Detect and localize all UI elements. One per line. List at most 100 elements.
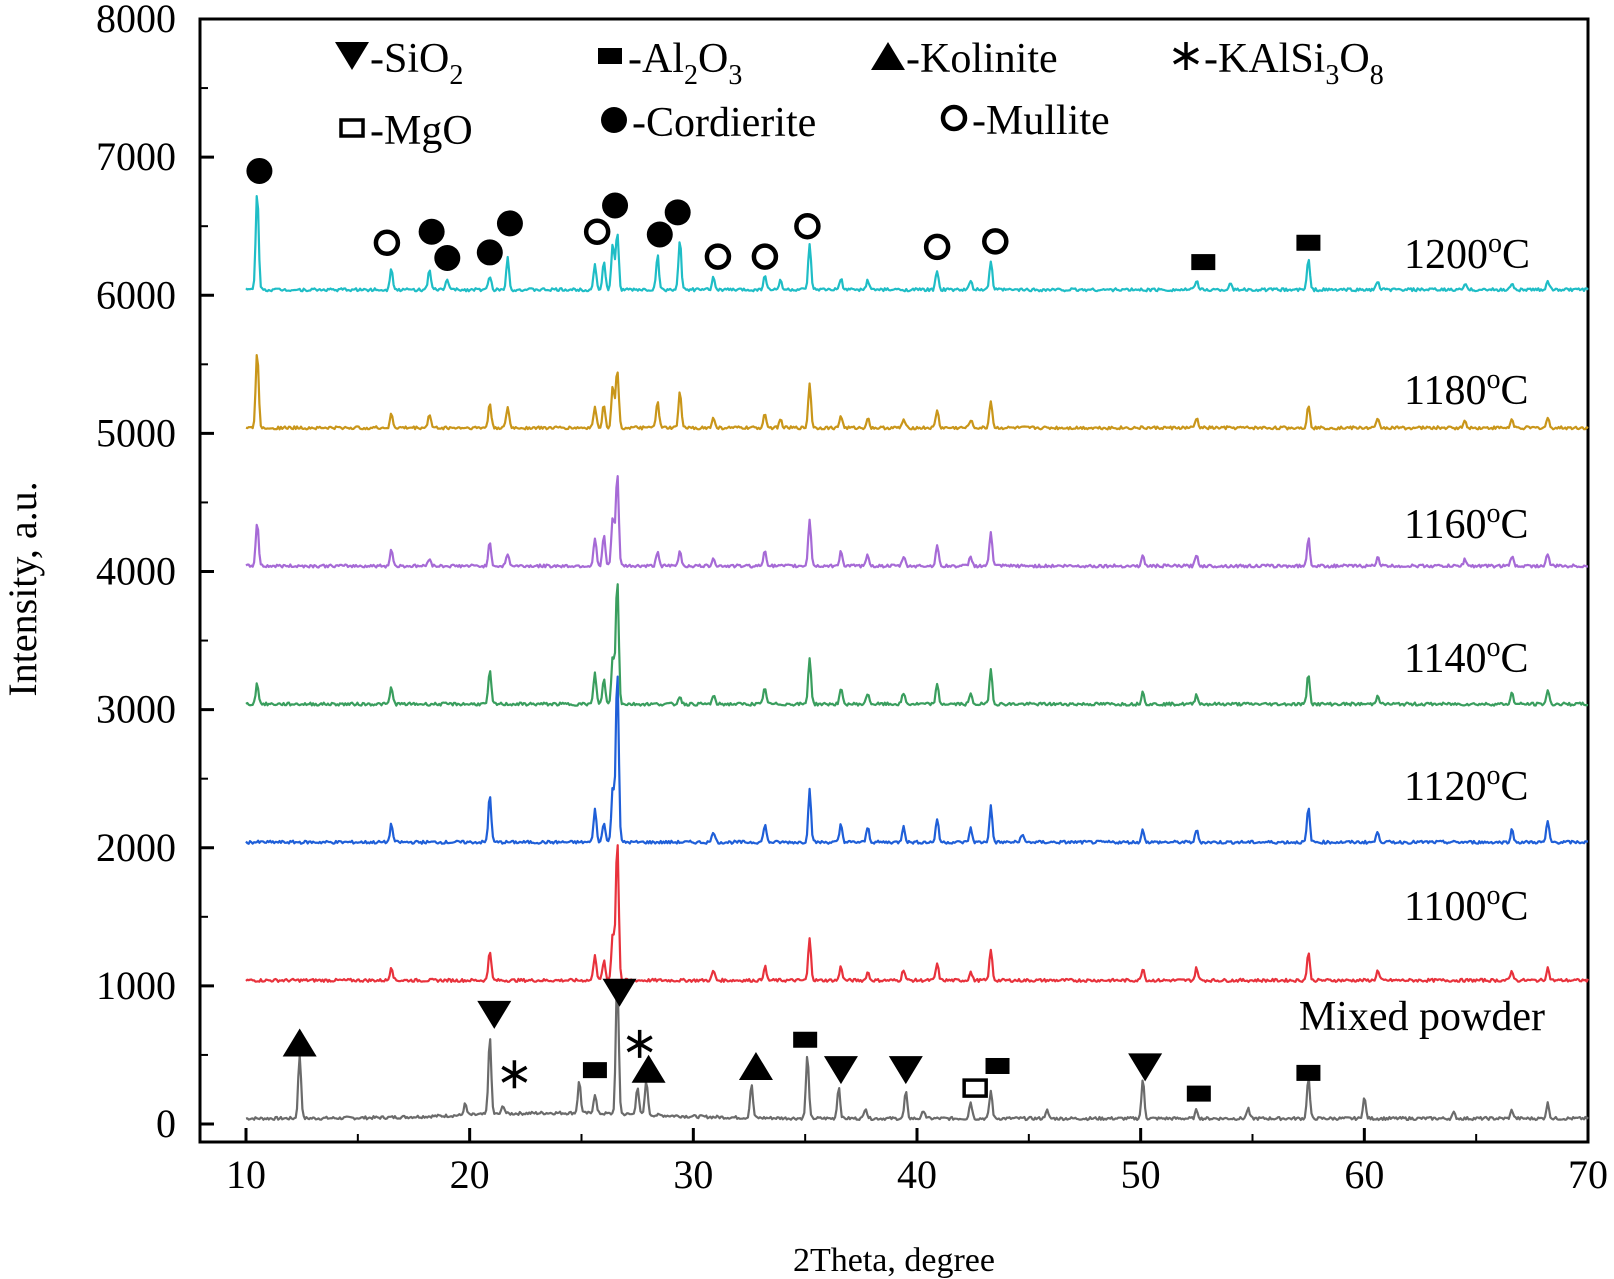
x-tick-label: 50 bbox=[1121, 1152, 1161, 1197]
plot-frame bbox=[198, 17, 1590, 1144]
series-label-number: 1180 bbox=[1404, 368, 1486, 414]
sio2-marker bbox=[335, 42, 369, 70]
legend-item: -Al2O3 bbox=[598, 36, 742, 91]
x-axis-title: 2Theta, degree bbox=[793, 1242, 995, 1279]
kolinite-marker bbox=[738, 1051, 773, 1080]
y-tick-label: 1000 bbox=[96, 963, 176, 1008]
series-label-unit: C bbox=[1502, 232, 1530, 278]
series-label-4: 1160oC bbox=[1404, 498, 1528, 548]
series-label-1: 1100oC bbox=[1404, 880, 1528, 930]
cordierite-marker bbox=[434, 244, 461, 271]
legend-label: -SiO2 bbox=[370, 36, 463, 91]
legend-label: -Cordierite bbox=[632, 100, 816, 146]
mullite-marker bbox=[923, 233, 951, 261]
series-label-unit: C bbox=[1500, 636, 1528, 682]
series-line-3 bbox=[245, 583, 1589, 707]
x-tick-label: 30 bbox=[673, 1152, 713, 1197]
cordierite-marker bbox=[664, 199, 691, 226]
mullite-marker bbox=[751, 243, 779, 270]
mullite-marker bbox=[373, 229, 401, 257]
kalsi3o8-marker bbox=[1173, 42, 1199, 70]
mullite-marker bbox=[794, 212, 821, 240]
legend-label-text: -KAlSi bbox=[1204, 36, 1325, 82]
y-tick-label: 8000 bbox=[96, 0, 176, 41]
al2o3-marker bbox=[582, 1062, 607, 1079]
legend-label-text: -Cordierite bbox=[632, 100, 816, 146]
series-label-number: 1120 bbox=[1404, 764, 1486, 810]
cordierite-marker bbox=[246, 157, 273, 184]
x-tick-label: 60 bbox=[1344, 1152, 1384, 1197]
y-tick-label: 7000 bbox=[96, 134, 176, 179]
cordierite-marker bbox=[496, 210, 523, 237]
y-tick-label: 6000 bbox=[96, 272, 176, 317]
legend-label: -KAlSi3O8 bbox=[1204, 36, 1384, 91]
legend-item: -Mullite bbox=[940, 98, 1110, 144]
legend-label: -Al2O3 bbox=[628, 36, 742, 91]
y-axis-title: Intensity, a.u. bbox=[0, 481, 45, 696]
x-tick-label: 10 bbox=[226, 1152, 266, 1197]
kolinite-marker bbox=[282, 1028, 317, 1057]
al2o3-marker bbox=[1186, 1085, 1211, 1102]
cordierite-marker bbox=[418, 218, 445, 245]
legend-item: -Kolinite bbox=[871, 36, 1058, 82]
y-tick-label: 5000 bbox=[96, 410, 176, 455]
series-label-degree: o bbox=[1488, 228, 1502, 259]
asterisk-stroke bbox=[626, 1035, 653, 1053]
y-tick-label: 0 bbox=[156, 1101, 176, 1146]
series-label-number: 1160 bbox=[1404, 502, 1486, 548]
al2o3-marker bbox=[1296, 234, 1321, 251]
series-line-4 bbox=[245, 475, 1589, 569]
series-line-1 bbox=[245, 844, 1589, 984]
kolinite-marker bbox=[631, 1054, 666, 1083]
al2o3-marker bbox=[793, 1031, 818, 1048]
series-labels: Mixed powder1100oC1120oC1140oC1160oC1180… bbox=[1299, 228, 1545, 1040]
kalsi3o8-marker bbox=[501, 1060, 528, 1089]
series-label-degree: o bbox=[1486, 498, 1500, 529]
legend-label-text: O bbox=[698, 36, 728, 82]
cordierite-marker bbox=[602, 192, 629, 219]
series-label-mixed-powder: Mixed powder bbox=[1299, 994, 1545, 1040]
y-tick-label: 3000 bbox=[96, 687, 176, 732]
mullite-marker bbox=[583, 218, 611, 245]
legend-subscript: 2 bbox=[684, 60, 698, 91]
asterisk-stroke bbox=[501, 1065, 528, 1083]
series-label-degree: o bbox=[1486, 880, 1500, 911]
series-label-unit: C bbox=[1500, 884, 1528, 930]
series-line-2 bbox=[245, 675, 1589, 845]
al2o3-marker bbox=[598, 48, 622, 64]
legend-label-text: O bbox=[1339, 36, 1369, 82]
legend-subscript: 8 bbox=[1370, 60, 1384, 91]
series-label-unit: C bbox=[1500, 502, 1528, 548]
series-label-degree: o bbox=[1486, 760, 1500, 791]
series-label-3: 1140oC bbox=[1404, 632, 1528, 682]
mgo-marker bbox=[339, 118, 365, 138]
y-tick-label: 4000 bbox=[96, 549, 176, 594]
series-label-6: 1200oC bbox=[1404, 228, 1530, 278]
legend-item: -KAlSi3O8 bbox=[1173, 36, 1384, 91]
series-label-5: 1180oC bbox=[1404, 364, 1528, 414]
phase-markers bbox=[246, 157, 1321, 1102]
legend-item: -MgO bbox=[339, 108, 473, 154]
series-label-2: 1120oC bbox=[1404, 760, 1528, 810]
al2o3-marker bbox=[1191, 254, 1216, 271]
legend-label: -Kolinite bbox=[906, 36, 1058, 82]
legend-label-text: -Al bbox=[628, 36, 684, 82]
x-tick-label: 20 bbox=[450, 1152, 490, 1197]
series-label-degree: o bbox=[1486, 364, 1500, 395]
x-tick-label: 70 bbox=[1568, 1152, 1608, 1197]
legend-label-text: -SiO bbox=[370, 36, 449, 82]
cordierite-marker bbox=[646, 221, 673, 248]
legend: -SiO2 -Al2O3 -Kolinite -KAlSi3O8-MgO -Cordie… bbox=[335, 36, 1384, 154]
x-tick-label: 40 bbox=[897, 1152, 937, 1197]
mullite-marker bbox=[940, 104, 968, 132]
legend-label-text: -MgO bbox=[370, 108, 473, 154]
sio2-marker bbox=[823, 1056, 858, 1085]
legend-label: -Mullite bbox=[972, 98, 1110, 144]
legend-label-text: -Mullite bbox=[972, 98, 1110, 144]
kalsi3o8-marker bbox=[626, 1029, 653, 1058]
sio2-marker bbox=[602, 978, 637, 1007]
y-tick-label: 2000 bbox=[96, 825, 176, 870]
legend-subscript: 3 bbox=[728, 60, 742, 91]
axis-ticks: 10 20 30 40 50 60 70 0 1000 2000 3000 4000 5000 6000 7… bbox=[96, 0, 1608, 1197]
